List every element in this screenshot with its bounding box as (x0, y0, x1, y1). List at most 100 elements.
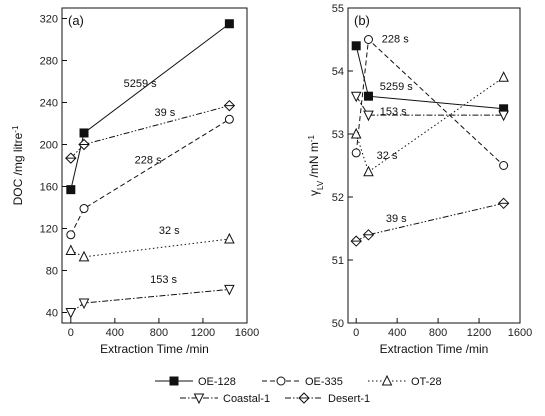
data-point (65, 152, 77, 164)
y-tick-label: 51 (332, 255, 344, 267)
x-tick-label: 400 (388, 327, 406, 339)
annotation-label: 39 s (386, 213, 407, 225)
series-line (70, 118, 230, 236)
series-line (70, 288, 230, 313)
data-point (362, 229, 375, 241)
y-tick-label: 52 (332, 192, 344, 204)
y-tick-label: 50 (332, 318, 344, 330)
data-point (363, 35, 373, 44)
legend-entry-oe-335: OE-335 (262, 376, 343, 388)
legend-label: Coastal-1 (223, 393, 270, 405)
series-desert-1 (350, 197, 510, 247)
data-point (351, 41, 361, 51)
x-tick-label: 800 (150, 327, 168, 339)
series-oe-335 (351, 35, 509, 170)
series-ot-28 (350, 71, 509, 177)
y-tick-label: 160 (40, 182, 58, 194)
legend-marker (298, 392, 310, 404)
series-oe-128 (351, 41, 509, 114)
data-point (224, 284, 235, 296)
annotation-label: 5259 s (380, 81, 414, 93)
data-point (350, 127, 362, 139)
annotation-label: 32 s (377, 150, 398, 162)
series-line (355, 202, 504, 242)
x-tick-label: 0 (353, 327, 359, 339)
y-axis-label: γLV /mN m-1 (307, 134, 325, 196)
data-point (78, 250, 90, 262)
legend-marker (276, 376, 286, 386)
series-line (355, 76, 504, 173)
legend: OE-128 OE-335 OT-28 Coastal-1 Desert-1 (155, 374, 442, 405)
data-point (350, 91, 362, 103)
data-point (66, 230, 76, 240)
y-axis-label: DOC /mg litre-1 (11, 125, 26, 205)
data-point (223, 99, 236, 112)
series-oe-128 (66, 19, 234, 195)
annotation-label: 153 s (380, 106, 407, 118)
y-tick-label: 55 (332, 3, 344, 15)
legend-marker (169, 376, 179, 386)
data-point (224, 19, 234, 29)
y-tick-label: 200 (40, 140, 58, 152)
legend-entry-oe-128: OE-128 (155, 376, 236, 388)
panel-label: (a) (68, 13, 84, 28)
data-point (498, 71, 509, 82)
chart-panel-b: 0 400 800 1200 1600 50 51 52 53 54 55 (b) Extraction… (307, 3, 533, 356)
series-line (70, 238, 230, 258)
x-axis-label: Extraction Time /min (380, 342, 489, 356)
panel-label: (b) (354, 13, 370, 28)
annotation-label: 39 s (155, 107, 176, 119)
series-ot-28 (65, 232, 235, 262)
data-point (224, 232, 235, 244)
chart-panel-a: 0 400 800 1200 1600 40 80 120 160 200 240 280 320 (a)… (11, 7, 259, 356)
y-tick-label: 40 (46, 308, 58, 320)
y-tick-label: 53 (332, 129, 344, 141)
data-point (79, 128, 89, 138)
y-tick-label: 320 (40, 14, 58, 26)
plot-frame (61, 7, 248, 324)
series-line (355, 95, 504, 116)
x-tick-label: 1600 (235, 327, 259, 339)
x-tick-label: 400 (106, 327, 124, 339)
data-point (350, 235, 362, 247)
data-point (498, 110, 509, 122)
y-tick-label: 280 (40, 56, 58, 68)
series-line (355, 38, 504, 166)
data-point (78, 138, 90, 151)
data-point (224, 114, 234, 124)
series-oe-335 (66, 114, 234, 240)
y-tick-label: 120 (40, 224, 58, 236)
data-point (351, 148, 361, 158)
data-point (66, 185, 76, 195)
x-tick-label: 1600 (508, 327, 532, 339)
data-point (363, 91, 373, 101)
legend-label: Desert-1 (328, 393, 370, 405)
data-point (78, 298, 90, 310)
x-tick-label: 1200 (191, 327, 215, 339)
y-tick-label: 54 (332, 66, 344, 78)
series-coastal-1 (350, 91, 509, 122)
x-axis-label: Extraction Time /min (100, 342, 209, 356)
legend-entry-coastal-1: Coastal-1 (180, 393, 270, 405)
series-line (355, 45, 504, 110)
x-tick-label: 800 (429, 327, 447, 339)
legend-entry-ot-28: OT-28 (368, 374, 442, 388)
annotation-label: 228 s (135, 154, 162, 166)
annotation-label: 228 s (382, 34, 409, 46)
legend-label: OE-128 (198, 376, 236, 388)
legend-label: OT-28 (411, 376, 442, 388)
data-point (363, 165, 374, 177)
series-desert-1 (65, 99, 236, 164)
legend-label: OE-335 (305, 376, 343, 388)
annotation-label: 32 s (159, 225, 180, 237)
legend-entry-desert-1: Desert-1 (285, 392, 370, 405)
annotation-label: 153 s (150, 274, 177, 286)
data-point (79, 204, 89, 214)
data-point (65, 308, 77, 319)
series-line (70, 105, 230, 159)
data-point (499, 161, 509, 170)
data-point (497, 197, 510, 210)
data-point (65, 244, 77, 256)
x-tick-label: 1200 (467, 327, 491, 339)
y-tick-label: 80 (46, 266, 58, 278)
